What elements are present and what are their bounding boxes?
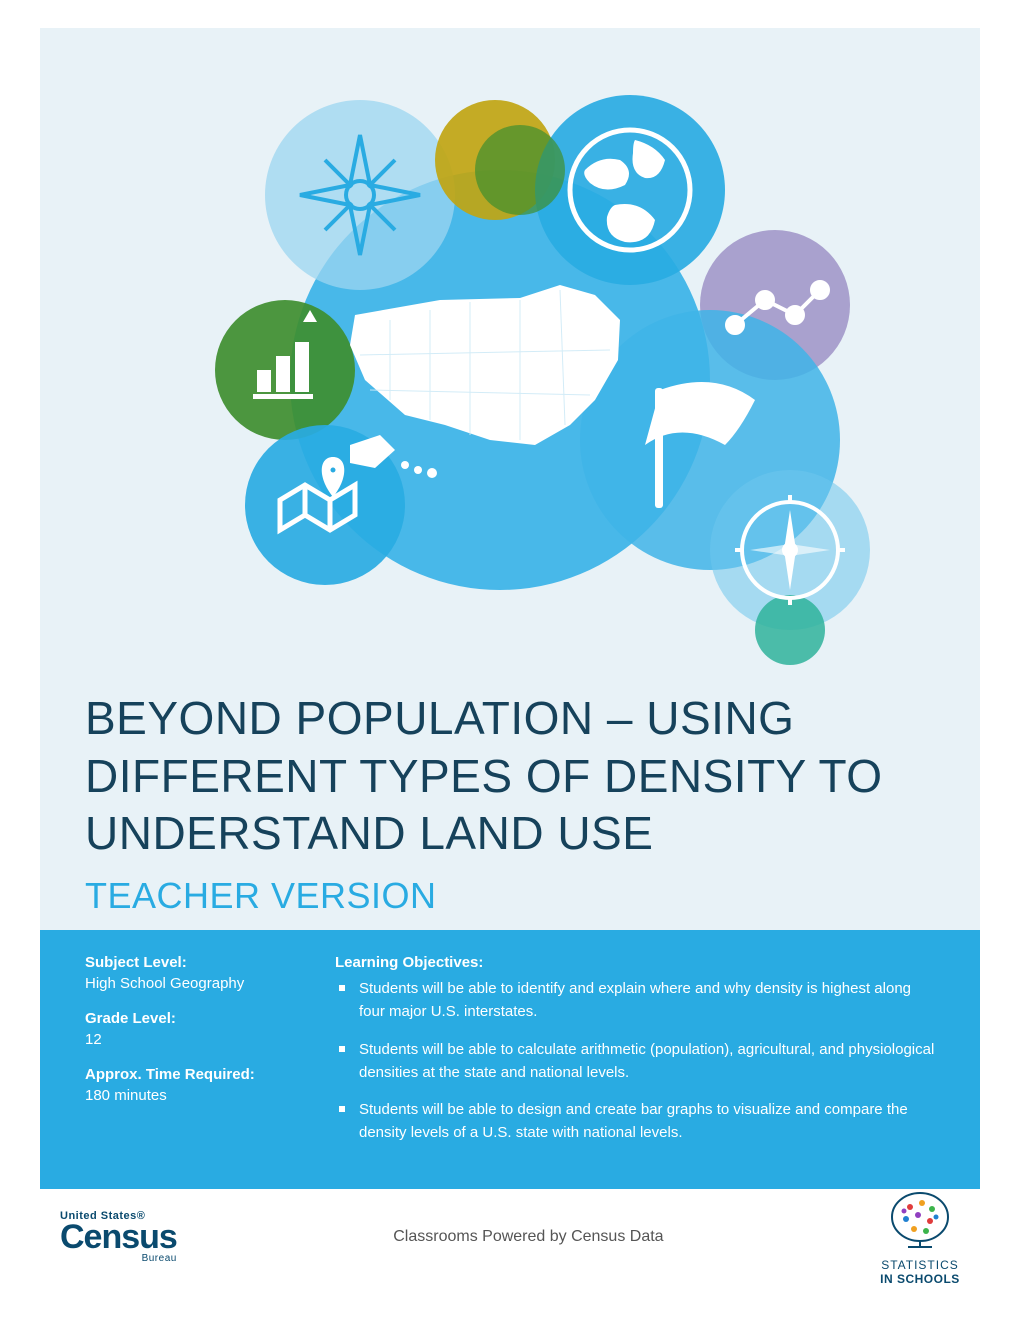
objective-item: Students will be able to identify and ex… <box>335 977 935 1024</box>
time-value: 180 minutes <box>85 1087 295 1104</box>
sis-line2: IN SCHOOLS <box>880 1272 960 1286</box>
footer: United States® Census Bureau Classrooms … <box>60 1182 960 1292</box>
objectives-list: Students will be able to identify and ex… <box>335 977 935 1145</box>
info-right-column: Learning Objectives: Students will be ab… <box>335 954 935 1159</box>
footer-tagline: Classrooms Powered by Census Data <box>393 1228 663 1246</box>
main-title: BEYOND POPULATION – USING DIFFERENT TYPE… <box>85 690 935 863</box>
objectives-label: Learning Objectives: <box>335 954 935 971</box>
time-label: Approx. Time Required: <box>85 1066 295 1083</box>
subtitle: TEACHER VERSION <box>85 875 935 917</box>
sis-globe-icon <box>880 1189 960 1249</box>
info-left-column: Subject Level: High School Geography Gra… <box>85 954 295 1159</box>
sis-logo: STATISTICS IN SCHOOLS <box>880 1189 960 1286</box>
objective-item: Students will be able to calculate arith… <box>335 1038 935 1085</box>
objective-item: Students will be able to design and crea… <box>335 1098 935 1145</box>
subject-label: Subject Level: <box>85 954 295 971</box>
grade-value: 12 <box>85 1031 295 1048</box>
census-logo: United States® Census Bureau <box>60 1210 177 1264</box>
hero-graphic <box>150 50 870 650</box>
info-bar: Subject Level: High School Geography Gra… <box>40 930 980 1189</box>
sis-line1: STATISTICS <box>880 1258 960 1272</box>
grade-label: Grade Level: <box>85 1010 295 1027</box>
title-block: BEYOND POPULATION – USING DIFFERENT TYPE… <box>85 690 935 917</box>
subject-value: High School Geography <box>85 975 295 992</box>
census-main: Census <box>60 1222 177 1253</box>
